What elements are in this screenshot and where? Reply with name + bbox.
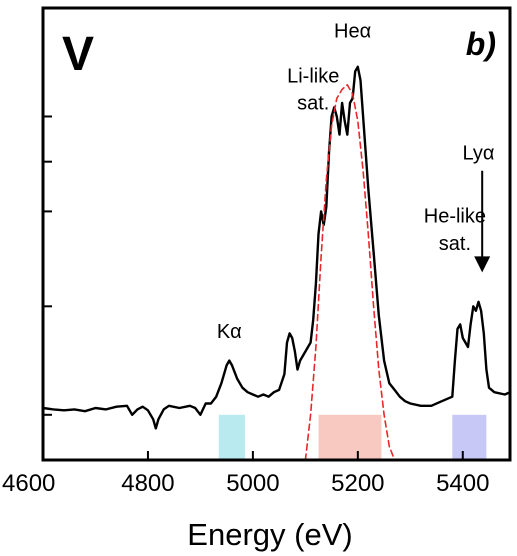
annotations-layer: Kα Heα Li-like sat. Lyα He-like sat.: [217, 20, 495, 343]
annotation-li-like-2: sat.: [297, 93, 329, 115]
x-tick-label-5400: 5400: [436, 470, 489, 497]
annotation-ly-alpha: Lyα: [463, 142, 495, 164]
series-fit: [304, 84, 396, 461]
x-tick-label-4600: 4600: [2, 470, 55, 497]
series-layer: [41, 65, 512, 461]
highlight-band-3: [452, 414, 487, 460]
arrow-head: [474, 256, 491, 273]
ticks-layer: 4600 4800 5000 5200 5400: [2, 115, 489, 497]
x-axis-title: Energy (eV): [187, 517, 352, 552]
plot-frame: [41, 6, 512, 462]
x-tick-label-5200: 5200: [331, 470, 384, 497]
annotation-he-like-2: sat.: [439, 233, 471, 255]
highlight-bands: [218, 414, 487, 460]
element-label: V: [62, 28, 94, 81]
annotation-li-like-1: Li-like: [287, 66, 339, 88]
highlight-band-2: [318, 414, 382, 460]
annotation-he-alpha: Heα: [334, 20, 371, 42]
annotation-k-alpha: Kα: [217, 321, 242, 343]
annotation-he-like-1: He-like: [424, 206, 486, 228]
panel-label: b): [466, 26, 496, 62]
x-tick-label-4800: 4800: [121, 470, 174, 497]
x-tick-label-5000: 5000: [226, 470, 279, 497]
highlight-band-1: [218, 414, 246, 460]
series-spectrum: [41, 65, 512, 430]
